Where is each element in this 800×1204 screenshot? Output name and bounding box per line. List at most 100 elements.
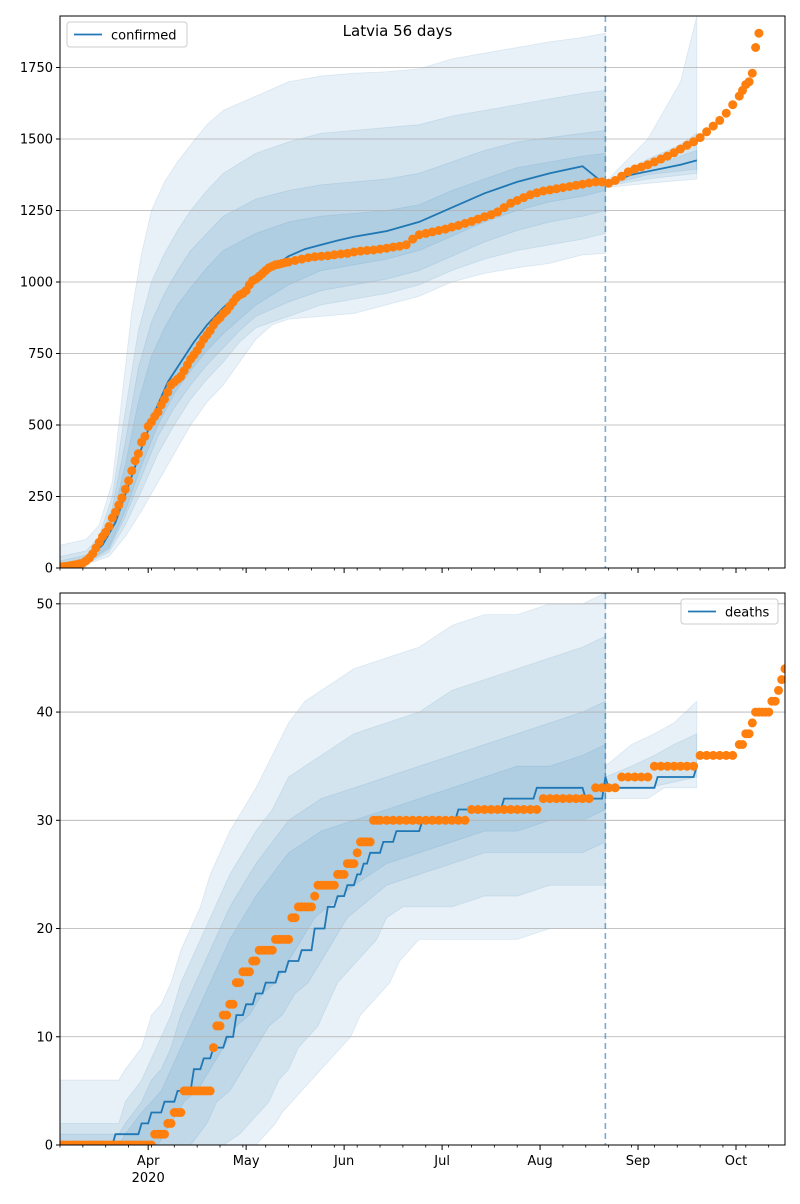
observed-point-91 bbox=[352, 848, 362, 858]
x-year-label: 2020 bbox=[132, 1171, 165, 1186]
observed-point-103 bbox=[499, 203, 509, 213]
observed-point-148 bbox=[702, 750, 712, 760]
observed-point-72 bbox=[290, 913, 300, 923]
x-tick-label-4: Aug bbox=[527, 1154, 552, 1169]
observed-point-80 bbox=[349, 247, 359, 257]
y-tick-label-0: 0 bbox=[45, 1139, 53, 1154]
observed-point-139 bbox=[643, 772, 653, 782]
observed-point-135 bbox=[617, 772, 627, 782]
y-tick-label-4: 40 bbox=[36, 706, 53, 721]
observed-point-65 bbox=[267, 945, 277, 955]
observed-point-134 bbox=[702, 127, 712, 137]
observed-point-126 bbox=[558, 794, 568, 804]
observed-point-89 bbox=[408, 234, 418, 244]
uncertainty-band-0 bbox=[60, 32, 606, 568]
observed-point-106 bbox=[427, 815, 437, 825]
observed-point-132 bbox=[689, 137, 699, 147]
y-tick-label-3: 30 bbox=[36, 814, 53, 829]
observed-point-34 bbox=[166, 1118, 176, 1128]
observed-point-145 bbox=[682, 761, 692, 771]
observed-point-90 bbox=[349, 859, 359, 869]
y-tick-label-4: 1000 bbox=[20, 275, 53, 290]
y-tick-label-0: 0 bbox=[45, 562, 53, 577]
observed-point-117 bbox=[591, 177, 601, 187]
observed-point-118 bbox=[506, 805, 516, 814]
observed-point-133 bbox=[604, 783, 614, 793]
observed-point-104 bbox=[414, 815, 424, 825]
y-tick-label-5: 1250 bbox=[20, 204, 53, 219]
legend-box bbox=[680, 598, 779, 625]
observed-point-131 bbox=[682, 140, 692, 150]
observed-point-124 bbox=[545, 794, 555, 804]
observed-point-167 bbox=[780, 664, 785, 674]
observed-point-87 bbox=[339, 869, 349, 879]
legend-label: confirmed bbox=[111, 29, 177, 44]
observed-point-143 bbox=[747, 68, 757, 78]
observed-point-114 bbox=[480, 805, 489, 814]
x-tick-label-1: May bbox=[233, 1154, 260, 1169]
observed-point-142 bbox=[744, 77, 754, 87]
observed-point-15 bbox=[104, 522, 114, 531]
observed-point-157 bbox=[747, 718, 757, 728]
observed-point-88 bbox=[401, 240, 411, 250]
observed-point-122 bbox=[532, 805, 542, 814]
observed-point-121 bbox=[525, 805, 535, 814]
observed-point-166 bbox=[777, 675, 785, 685]
observed-point-129 bbox=[578, 794, 587, 804]
observed-point-49 bbox=[215, 1021, 225, 1031]
x-tick-label-2: Jun bbox=[333, 1154, 354, 1169]
x-tick-label-3: Jul bbox=[433, 1154, 450, 1169]
y-tick-label-2: 20 bbox=[36, 922, 53, 937]
y-tick-label-1: 10 bbox=[36, 1030, 53, 1045]
observed-point-123 bbox=[538, 794, 548, 804]
observed-point-149 bbox=[708, 750, 718, 760]
observed-point-115 bbox=[486, 805, 496, 814]
observed-point-22 bbox=[127, 466, 137, 476]
observed-point-125 bbox=[551, 794, 561, 804]
observed-point-20 bbox=[120, 484, 130, 494]
observed-point-78 bbox=[336, 249, 346, 259]
observed-point-102 bbox=[401, 815, 411, 825]
observed-point-116 bbox=[493, 805, 503, 814]
observed-point-154 bbox=[738, 740, 747, 749]
y-tick-label-6: 1500 bbox=[20, 132, 53, 147]
observed-point-60 bbox=[251, 956, 261, 966]
observed-point-152 bbox=[728, 750, 738, 760]
observed-point-112 bbox=[467, 805, 476, 814]
observed-point-107 bbox=[434, 815, 444, 825]
observed-point-95 bbox=[365, 837, 375, 847]
observed-point-46 bbox=[205, 1086, 215, 1096]
confirmed-panel: 0 250 500 750 1000 1250 1500 1750 Latvia 56 days… bbox=[20, 15, 786, 577]
observed-point-127 bbox=[565, 794, 574, 804]
observed-point-24 bbox=[133, 449, 143, 459]
observed-point-75 bbox=[316, 251, 326, 261]
observed-point-109 bbox=[447, 815, 457, 825]
y-tick-label-2: 500 bbox=[28, 418, 53, 433]
observed-point-131 bbox=[591, 783, 601, 793]
observed-point-147 bbox=[695, 750, 705, 760]
observed-point-150 bbox=[715, 750, 725, 760]
observed-point-120 bbox=[519, 805, 529, 814]
observed-point-26 bbox=[140, 431, 150, 441]
observed-point-28 bbox=[146, 1140, 156, 1145]
deaths-panel: 0 10 20 30 40 50 Apr May Jun Jul Aug Sep Oct 2020 deat… bbox=[36, 592, 786, 1186]
observed-point-100 bbox=[388, 815, 398, 825]
uncertainty-band-0 bbox=[60, 593, 606, 1145]
observed-point-84 bbox=[329, 880, 339, 890]
y-tick-label-7: 1750 bbox=[20, 61, 53, 76]
x-tick-label-0: Apr bbox=[137, 1154, 160, 1169]
observed-point-77 bbox=[307, 902, 316, 912]
observed-point-47 bbox=[209, 1043, 218, 1053]
axes-frame bbox=[59, 15, 786, 569]
observed-point-103 bbox=[408, 815, 418, 825]
observed-point-151 bbox=[721, 750, 731, 760]
axes-frame bbox=[59, 592, 786, 1146]
observed-point-33 bbox=[163, 387, 173, 397]
observed-point-137 bbox=[630, 772, 640, 782]
observed-point-143 bbox=[669, 761, 679, 771]
observed-point-119 bbox=[512, 805, 522, 814]
y-tick-label-5: 50 bbox=[36, 597, 53, 612]
observed-point-37 bbox=[176, 1108, 186, 1117]
observed-point-18 bbox=[114, 500, 124, 510]
